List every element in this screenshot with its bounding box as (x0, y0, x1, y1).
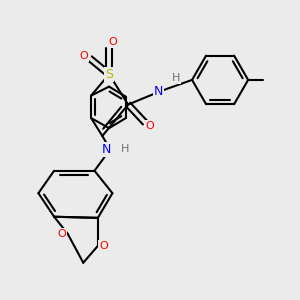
Text: H: H (172, 73, 181, 83)
Text: N: N (102, 143, 112, 156)
Text: O: O (99, 241, 108, 251)
Text: H: H (121, 144, 129, 154)
Text: S: S (105, 68, 113, 81)
Text: O: O (58, 229, 66, 238)
Text: N: N (154, 85, 163, 98)
Text: O: O (79, 51, 88, 61)
Text: O: O (145, 121, 154, 131)
Text: O: O (108, 37, 117, 47)
